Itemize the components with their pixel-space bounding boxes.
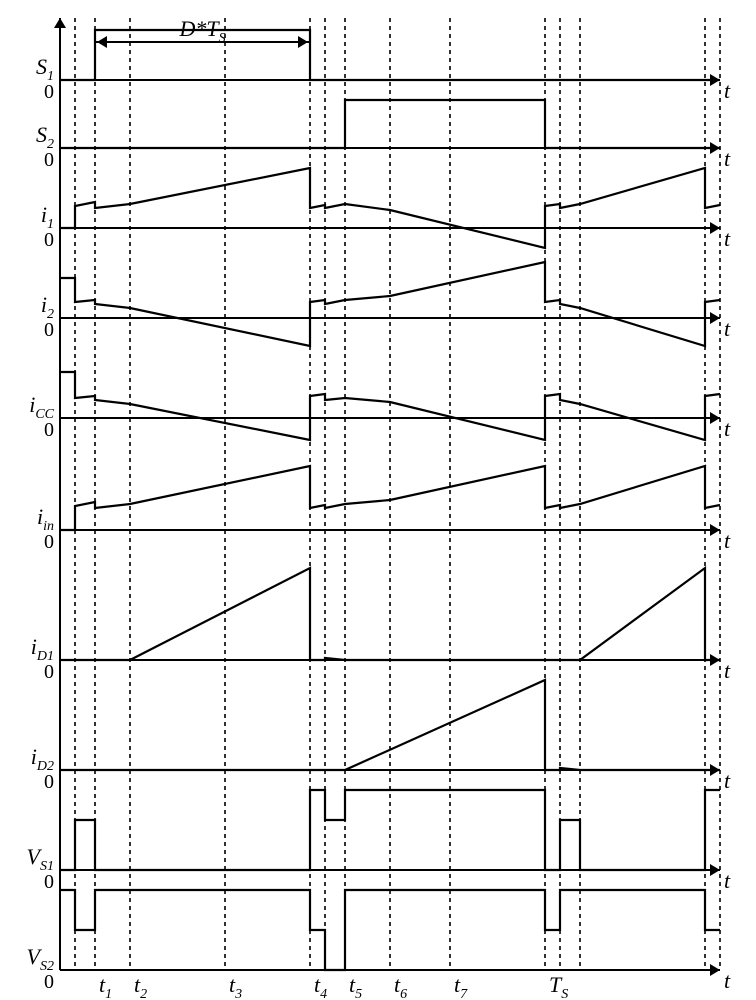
x-label-3: t — [724, 316, 731, 341]
x-label-4: t — [724, 416, 731, 441]
timing-diagram: S10tS20ti10ti20tiCC0tiin0tiD10tiD20tVS10… — [0, 0, 756, 1000]
row-label-5: iin — [37, 504, 54, 534]
row-label-4: iCC — [29, 392, 54, 422]
row-label-6: iD1 — [31, 634, 54, 664]
x-label-8: t — [724, 868, 731, 893]
row-label-8: VS1 — [27, 844, 54, 874]
zero-label-0: 0 — [44, 81, 54, 103]
time-label-Ts: TS — [549, 972, 568, 1000]
row-label-9: VS2 — [27, 944, 54, 974]
zero-label-2: 0 — [44, 229, 54, 251]
zero-label-1: 0 — [44, 149, 54, 171]
x-label-2: t — [724, 226, 731, 251]
row-label-7: iD2 — [31, 744, 54, 774]
x-label-0: t — [724, 78, 731, 103]
zero-label-5: 0 — [44, 531, 54, 553]
x-label-7: t — [724, 768, 731, 793]
zero-label-3: 0 — [44, 319, 54, 341]
time-label-t1: t1 — [99, 972, 112, 1000]
zero-label-6: 0 — [44, 661, 54, 683]
time-label-t6: t6 — [394, 972, 407, 1000]
zero-label-8: 0 — [44, 871, 54, 893]
time-label-t7: t7 — [454, 972, 468, 1000]
x-label-6: t — [724, 658, 731, 683]
row-label-2: i1 — [41, 202, 54, 232]
time-label-t2: t2 — [134, 972, 147, 1000]
row-label-0: S1 — [36, 54, 54, 84]
x-label-9: t — [724, 968, 731, 993]
x-label-1: t — [724, 146, 731, 171]
zero-label-7: 0 — [44, 771, 54, 793]
zero-label-9: 0 — [44, 971, 54, 993]
x-label-5: t — [724, 528, 731, 553]
time-label-t3: t3 — [229, 972, 242, 1000]
time-label-t4: t4 — [314, 972, 327, 1000]
time-label-t5: t5 — [349, 972, 362, 1000]
zero-label-4: 0 — [44, 419, 54, 441]
row-label-3: i2 — [41, 292, 54, 322]
row-label-1: S2 — [36, 122, 54, 152]
